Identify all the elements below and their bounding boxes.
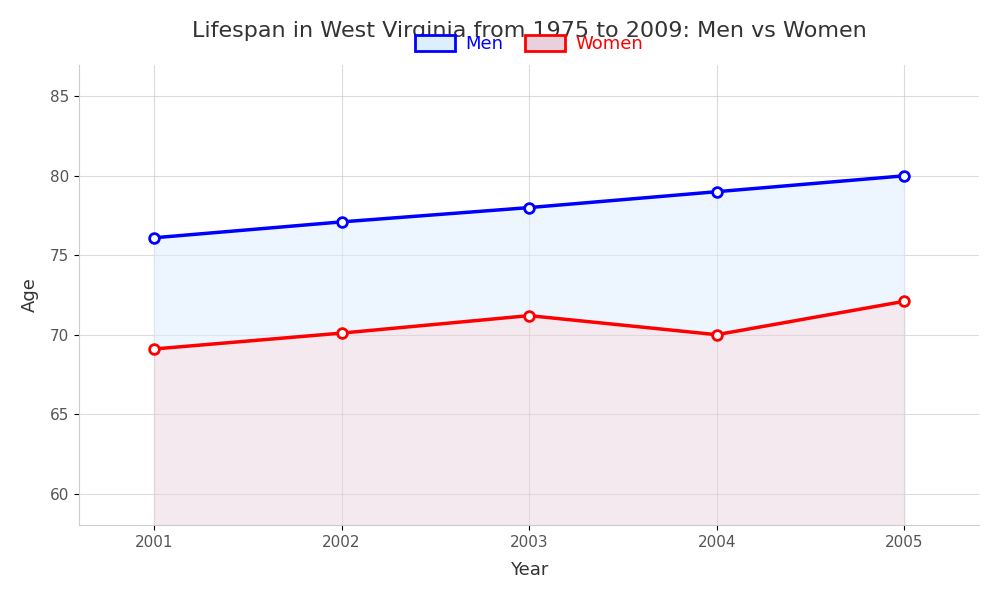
Women [336, 329, 348, 337]
Women [148, 346, 160, 353]
Men [711, 188, 723, 196]
Men [148, 234, 160, 241]
Women [523, 312, 535, 319]
Title: Lifespan in West Virginia from 1975 to 2009: Men vs Women: Lifespan in West Virginia from 1975 to 2… [192, 21, 866, 41]
Men [523, 204, 535, 211]
Legend: Men, Women: Men, Women [408, 28, 651, 60]
Men [336, 218, 348, 226]
Y-axis label: Age: Age [21, 278, 39, 313]
Line: Men: Men [149, 171, 909, 242]
Women [898, 298, 910, 305]
Men [898, 172, 910, 179]
Line: Women: Women [149, 296, 909, 354]
Women [711, 331, 723, 338]
X-axis label: Year: Year [510, 561, 548, 579]
